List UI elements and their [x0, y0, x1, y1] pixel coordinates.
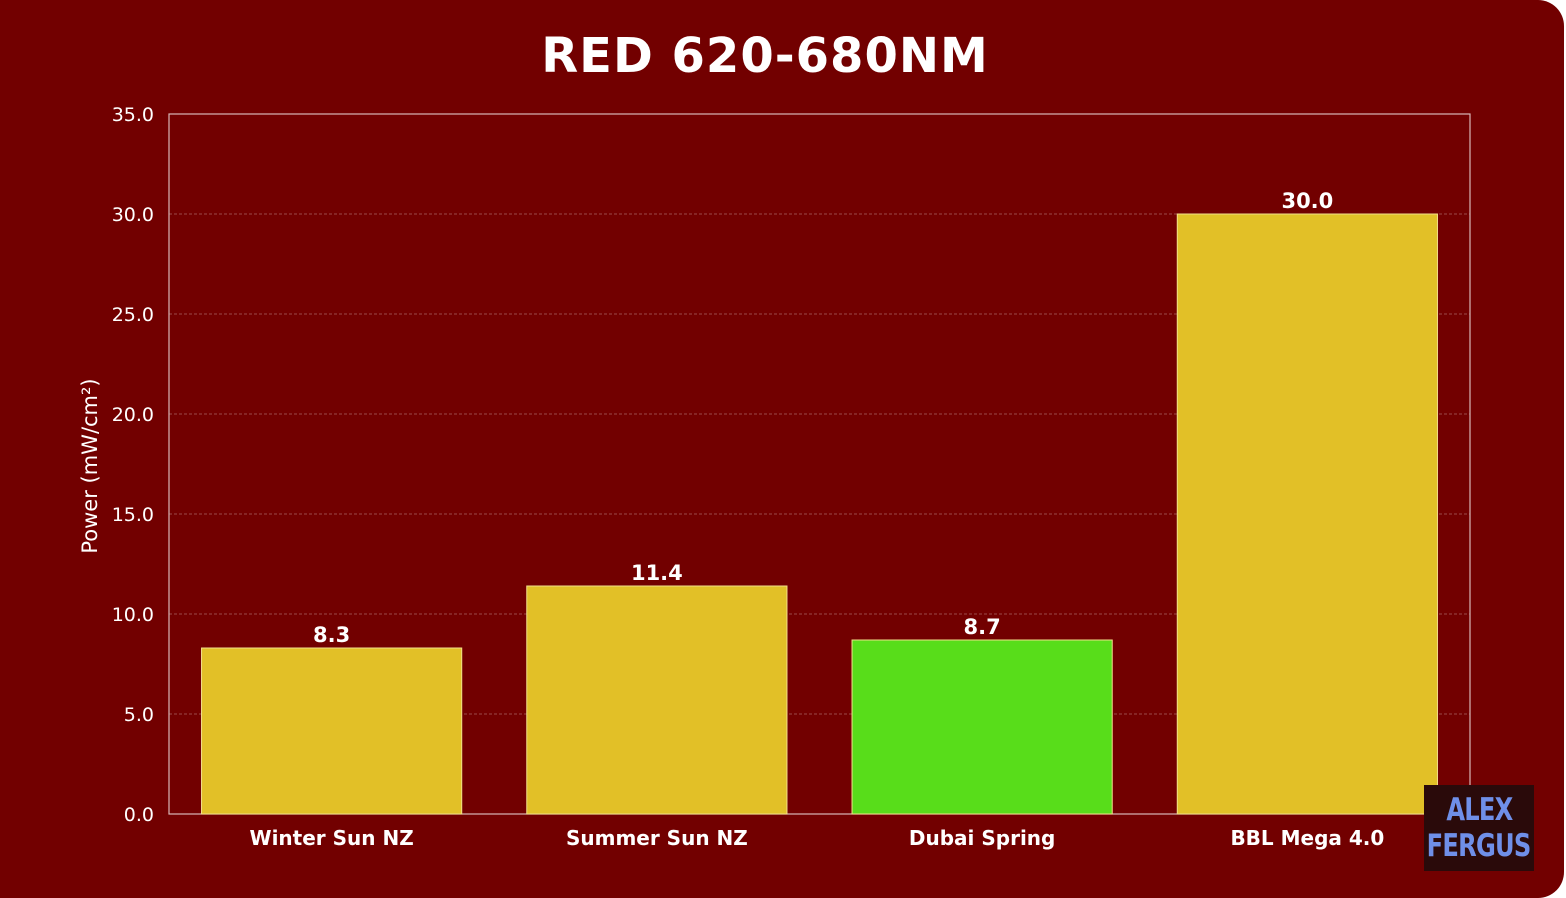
watermark-line-2: FERGUS [1427, 828, 1532, 864]
y-tick-label: 15.0 [112, 504, 154, 526]
y-tick-label: 20.0 [112, 404, 154, 426]
bar [1176, 213, 1438, 815]
y-axis-label: Power (mW/cm²) [78, 378, 102, 553]
bar-value-label: 8.7 [964, 615, 1001, 639]
bar-value-label: 11.4 [631, 561, 683, 585]
watermark-logo: ALEX FERGUS [1424, 785, 1534, 871]
x-category-label: Dubai Spring [909, 826, 1055, 850]
bar [851, 639, 1113, 815]
x-category-label: Summer Sun NZ [566, 826, 748, 850]
bar [526, 585, 788, 815]
y-tick-label: 10.0 [112, 604, 154, 626]
bar-value-label: 8.3 [313, 623, 350, 647]
x-category-label: Winter Sun NZ [250, 826, 414, 850]
y-tick-label: 25.0 [112, 304, 154, 326]
x-category-label: BBL Mega 4.0 [1230, 826, 1384, 850]
y-tick-label: 35.0 [112, 104, 154, 126]
bar [201, 647, 463, 815]
y-tick-label: 5.0 [124, 704, 154, 726]
y-tick-label: 30.0 [112, 204, 154, 226]
plot-border [168, 113, 1471, 815]
y-tick-label: 0.0 [124, 804, 154, 826]
watermark-line-1: ALEX [1445, 792, 1513, 828]
chart-title: RED 620-680NM [541, 28, 989, 84]
bar-value-label: 30.0 [1281, 189, 1333, 213]
